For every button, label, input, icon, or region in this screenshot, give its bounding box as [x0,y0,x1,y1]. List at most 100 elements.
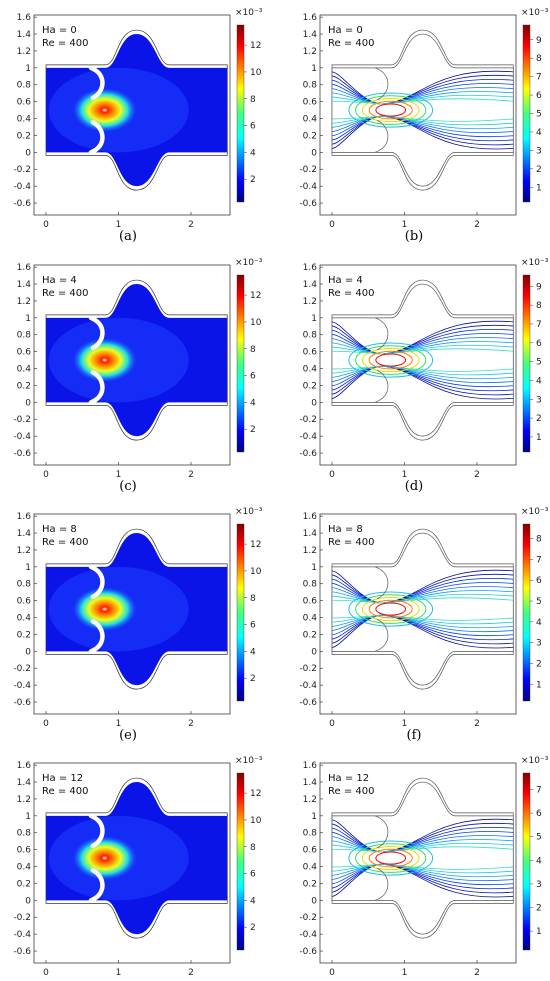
y-tick-label: 0 [311,896,317,906]
y-tick-label: -0.6 [13,449,31,459]
y-tick-label: -0.4 [13,681,31,691]
colorbar-tick-label: 5 [536,358,542,368]
y-tick-label: 0 [311,647,317,657]
colorbar [236,772,245,951]
hot-spot-group [48,815,189,901]
y-tick-label: 0 [25,148,31,158]
y-tick-label: 1.2 [17,795,31,805]
y-tick-label: 0.2 [303,879,317,889]
y-tick-label: 1.2 [303,47,317,57]
baffle [88,120,105,155]
channel-wall [331,283,514,437]
colorbar-tick-label: 7 [536,555,542,565]
isotherm-group [332,569,514,649]
isotherm-core [368,350,413,370]
y-tick-label: 0.4 [303,365,318,375]
annotation-text: Ha = 8 [328,524,363,535]
y-tick-label: 1 [25,563,31,573]
channel-wall [331,532,514,686]
y-tick-label: 0.2 [17,381,31,391]
baffle [374,67,389,101]
y-tick-label: 0.8 [303,331,318,341]
y-tick-label: 0.4 [17,863,32,873]
isotherm-core [348,342,434,378]
colorbar-tick-label: 2 [250,175,256,185]
y-tick-label: 1.6 [17,512,32,522]
isotherm-core [355,594,427,624]
x-tick-label: 1 [116,220,122,230]
panel-c: 1.61.41.210.80.60.40.20-0.2-0.4-0.60 1 2Ha… [13,258,262,494]
colorbar-exponent: ×10⁻³ [521,258,549,268]
colorbar-tick-label: 7 [536,320,542,330]
baffle [88,564,105,600]
y-tick-label: 1 [311,812,317,822]
hot-spot [72,88,137,133]
hot-spot [72,338,137,383]
colorbar [522,523,531,702]
colorbar-tick-label: 8 [536,535,542,545]
baffle [88,315,105,351]
y-tick-label: 0.8 [17,81,32,91]
annotation-text: Re = 400 [42,786,88,797]
isotherm-core [368,599,413,619]
colorbar-tick-label: 6 [250,870,256,880]
y-tick-label: 1.6 [303,13,318,23]
colorbar-tick-label: 2 [250,425,256,435]
y-tick-label: 1 [25,64,31,74]
annotation-text: Ha = 0 [328,25,363,36]
isotherm [332,597,514,604]
y-tick-label: 1.6 [303,512,318,522]
y-tick-label: 1.4 [303,778,318,788]
isotherm [332,863,514,870]
colorbar-tick-label: 8 [250,594,256,604]
panel-b: 1.6 1.4 1.2 1 0.8 0.6 0.4 0.2 0 -0.2 -0.4 -0.6 0 1 2 Ha… [299,8,548,244]
isotherm [332,115,514,122]
colorbar-tick-label: 6 [536,576,542,586]
colorbar-tick-label: 10 [250,567,262,577]
y-tick-label: 1.2 [303,297,317,307]
isotherm [332,98,514,105]
isotherm-core [375,602,407,616]
colorbar-exponent: ×10⁻³ [235,258,263,268]
colorbar [236,24,245,203]
y-tick-label: 1.2 [303,795,317,805]
colorbar-tick-label: 6 [250,621,256,631]
panel-caption: (f) [407,728,422,743]
y-tick-label: -0.4 [13,432,31,442]
colorbar-tick-label: 4 [250,896,256,906]
y-tick-label: 0.6 [303,846,318,856]
y-tick-label: 1.4 [17,778,32,788]
isotherm-core [361,348,420,373]
x-tick-label: 0 [43,470,49,480]
x-tick-label: 2 [188,719,194,729]
y-tick-label: 1.2 [17,47,31,57]
hot-spot [72,836,137,881]
y-tick-label: 0.6 [303,348,318,358]
y-tick-label: 1.4 [303,30,318,40]
x-tick-label: 1 [116,470,122,480]
y-tick-label: 0.8 [17,829,32,839]
y-tick-label: 1.2 [17,297,31,307]
y-tick-label: 0 [311,148,317,158]
channel-wall-outer [331,777,514,939]
x-tick-label: 1 [116,968,122,977]
colorbar-tick-label: 4 [536,856,542,866]
colorbar-tick-label: 5 [536,597,542,607]
colorbar-exponent: ×10⁻³ [235,756,263,766]
y-tick-label: 1.6 [17,761,32,771]
hot-spot-group [48,67,189,153]
y-tick-label: 0.2 [303,630,317,640]
colorbar-exponent: ×10⁻³ [235,8,263,18]
y-tick-label: 0.4 [17,115,32,125]
y-tick-label: -0.4 [299,930,317,940]
y-tick-label: 1.6 [17,263,32,273]
annotation-text: Ha = 0 [42,25,77,36]
colorbar-tick-label: 4 [536,128,542,138]
y-tick-label: 1.4 [17,30,32,40]
colorbar-tick-label: 8 [250,843,256,853]
colorbar-tick-label: 3 [536,880,542,890]
y-tick-label: -0.6 [299,199,317,209]
baffle [88,65,105,101]
y-tick-label: 0.2 [17,630,31,640]
